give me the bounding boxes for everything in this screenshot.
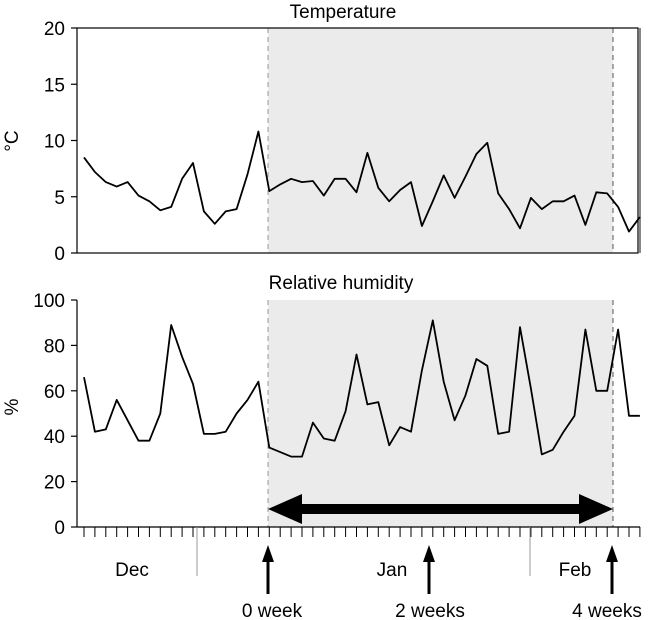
- humidity-title: Relative humidity: [269, 273, 414, 294]
- month-label-jan: Jan: [377, 560, 408, 581]
- humidity-y-tick-label: 60: [44, 382, 65, 403]
- temperature-title: Temperature: [290, 2, 397, 23]
- temperature-panel: 0 5 10 15 20 Temperature °C: [2, 2, 641, 265]
- humidity-y-axis: 0 20 40 60 80 100: [33, 291, 78, 539]
- week-arrow-head: [423, 545, 435, 562]
- humidity-y-tick-label: 40: [44, 427, 65, 448]
- humidity-shaded-region: [268, 300, 613, 527]
- humidity-y-tick-label: 100: [33, 291, 65, 312]
- month-label-feb: Feb: [559, 560, 592, 581]
- week-marker-4: 4 weeks: [572, 601, 642, 620]
- humidity-y-tick-label: 80: [44, 336, 65, 357]
- month-label-dec: Dec: [115, 560, 149, 581]
- humidity-y-tick-label: 0: [54, 518, 65, 539]
- period-arrow-head-right: [579, 494, 613, 524]
- temperature-shaded-region: [268, 28, 613, 253]
- humidity-y-axis-label: %: [2, 398, 23, 415]
- period-double-arrow: [268, 494, 613, 524]
- temperature-y-tick-label: 0: [54, 244, 65, 265]
- temperature-y-axis-label: °C: [2, 130, 23, 151]
- period-arrow-head-left: [268, 494, 302, 524]
- week-marker-0: 0 week: [242, 601, 303, 620]
- temperature-y-tick-label: 10: [44, 132, 65, 153]
- week-arrow-head: [606, 545, 618, 562]
- temperature-y-tick-label: 15: [44, 75, 65, 96]
- temperature-y-tick-label: 5: [54, 188, 65, 209]
- temperature-y-tick-label: 20: [44, 19, 65, 40]
- week-marker-2: 2 weeks: [395, 601, 465, 620]
- week-marker-arrows: [262, 545, 618, 594]
- humidity-series-line: [83, 319, 640, 458]
- humidity-y-tick-label: 20: [44, 473, 65, 494]
- temperature-series-line: [83, 130, 641, 233]
- x-axis: [77, 526, 641, 576]
- week-arrow-head: [262, 545, 274, 562]
- temperature-y-axis: 0 5 10 15 20: [44, 19, 77, 265]
- humidity-panel: 0 20 40 60 80 100 Relative humidity %: [2, 273, 640, 539]
